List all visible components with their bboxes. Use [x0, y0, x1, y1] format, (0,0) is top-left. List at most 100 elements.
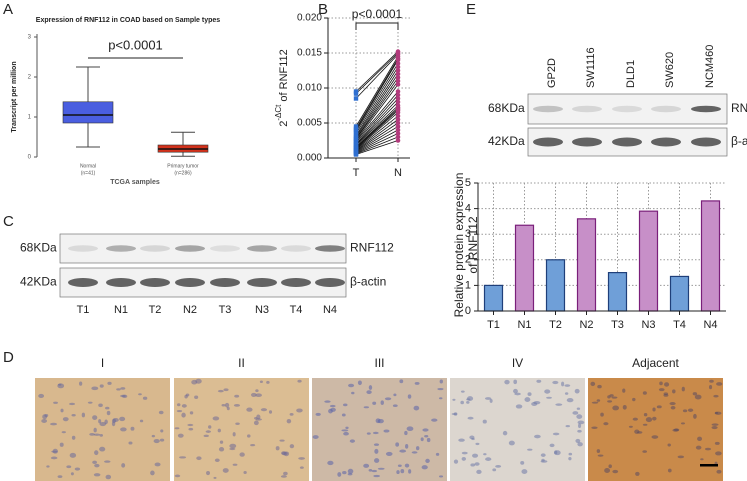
cell-nucleus — [289, 444, 295, 449]
protein-label: β-actin — [731, 134, 747, 148]
pair-line — [355, 56, 399, 127]
cell-nucleus — [297, 379, 302, 383]
x-tick-sublabel: (n=286) — [174, 170, 192, 176]
data-point — [395, 57, 401, 63]
pair-line — [355, 66, 399, 134]
blot-band — [691, 137, 721, 147]
stage-label: Adjacent — [632, 356, 679, 370]
lane-label: N3 — [255, 304, 269, 316]
blot-band — [247, 278, 277, 287]
cell-nucleus — [591, 401, 599, 404]
cell-nucleus — [235, 422, 240, 425]
cell-nucleus — [466, 396, 474, 401]
cell-nucleus — [520, 460, 525, 465]
cell-nucleus — [373, 443, 380, 446]
cell-nucleus — [81, 412, 86, 418]
data-point — [395, 117, 401, 122]
cell-nucleus — [46, 465, 50, 468]
pair-line — [355, 98, 399, 145]
cell-nucleus — [609, 394, 614, 397]
pair-line — [355, 58, 399, 129]
cell-nucleus — [664, 382, 670, 387]
cell-nucleus — [552, 380, 559, 385]
cell-nucleus — [642, 391, 647, 395]
pair-line — [355, 73, 399, 138]
cell-nucleus — [205, 430, 211, 433]
cell-nucleus — [555, 403, 563, 406]
cell-nucleus — [521, 469, 528, 475]
cell-nucleus — [279, 439, 285, 442]
cell-nucleus — [341, 429, 349, 432]
cell-nucleus — [50, 422, 57, 426]
stage-label: II — [238, 356, 245, 370]
cell-nucleus — [474, 462, 480, 466]
cell-nucleus — [577, 429, 582, 433]
cell-nucleus — [383, 429, 390, 433]
y-tick-label: 0 — [465, 305, 471, 317]
panel-label: B — [318, 1, 328, 18]
cell-nucleus — [174, 427, 180, 430]
cell-nucleus — [259, 380, 263, 384]
cell-nucleus — [187, 423, 194, 427]
cell-nucleus — [600, 412, 604, 417]
lane-label: GP2D — [546, 58, 558, 88]
cell-nucleus — [275, 446, 280, 451]
x-tick-label: N1 — [517, 319, 531, 331]
y-tick-label: 0.010 — [297, 83, 322, 94]
cell-nucleus — [514, 392, 521, 396]
data-point — [395, 89, 401, 94]
cell-nucleus — [98, 403, 103, 408]
cell-nucleus — [421, 465, 428, 470]
lane-label: T2 — [149, 304, 162, 316]
y-tick-label: 0.000 — [297, 153, 322, 164]
cell-nucleus — [351, 391, 355, 395]
cell-nucleus — [366, 432, 371, 435]
cell-nucleus — [106, 410, 111, 416]
cell-nucleus — [458, 438, 465, 442]
cell-nucleus — [208, 425, 212, 429]
cell-nucleus — [393, 393, 397, 397]
cell-nucleus — [229, 443, 237, 449]
pair-line — [355, 119, 399, 151]
cell-nucleus — [552, 432, 560, 436]
cell-nucleus — [384, 397, 392, 401]
pair-line — [355, 94, 399, 143]
cell-nucleus — [395, 442, 400, 447]
cell-nucleus — [527, 392, 532, 396]
cell-nucleus — [564, 392, 569, 395]
cell-nucleus — [489, 398, 493, 403]
cell-nucleus — [371, 469, 378, 473]
cell-nucleus — [58, 383, 62, 386]
data-point — [395, 134, 401, 140]
cell-nucleus — [154, 462, 161, 467]
blot-band — [691, 105, 721, 113]
cell-nucleus — [632, 417, 638, 421]
cell-nucleus — [312, 435, 319, 439]
cell-nucleus — [232, 432, 236, 437]
cell-nucleus — [711, 426, 718, 430]
cell-nucleus — [658, 388, 665, 392]
cell-nucleus — [681, 386, 685, 392]
cell-nucleus — [667, 443, 671, 447]
cell-nucleus — [41, 419, 48, 423]
cell-nucleus — [472, 453, 479, 458]
cell-nucleus — [188, 427, 194, 431]
data-point — [395, 120, 401, 126]
blot-band — [175, 278, 205, 287]
pair-line — [355, 63, 399, 132]
cell-nucleus — [642, 450, 647, 453]
pair-line — [355, 51, 399, 92]
cell-nucleus — [93, 433, 101, 436]
cell-nucleus — [527, 448, 533, 451]
cell-nucleus — [38, 393, 45, 399]
cell-nucleus — [677, 455, 685, 459]
y-tick-label: 0.005 — [297, 118, 322, 129]
cell-nucleus — [716, 382, 723, 386]
cell-nucleus — [590, 381, 596, 387]
data-point — [395, 113, 401, 119]
cell-nucleus — [404, 463, 410, 468]
cell-nucleus — [347, 472, 353, 476]
cell-nucleus — [461, 451, 468, 455]
panel-label: E — [466, 1, 476, 18]
